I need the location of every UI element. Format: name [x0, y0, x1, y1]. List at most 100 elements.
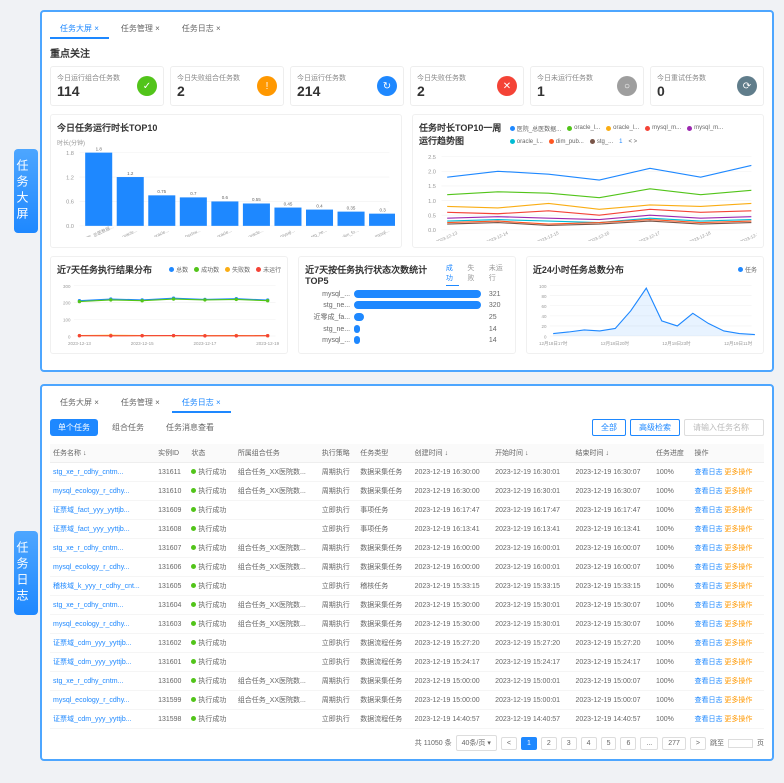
stat-card[interactable]: 今日运行任务数214 ↻ [290, 66, 404, 106]
svg-text:bsxhw...: bsxhw... [184, 228, 201, 237]
next-page[interactable]: > [690, 737, 706, 750]
page-3[interactable]: 3 [561, 737, 577, 750]
view-log-link[interactable]: 查看日志 [694, 583, 722, 590]
svg-text:100: 100 [539, 284, 547, 289]
page-2[interactable]: 2 [541, 737, 557, 750]
tab-任务管理[interactable]: 任务管理 × [111, 20, 170, 39]
col-header[interactable]: 任务名称 ↓ [50, 444, 155, 463]
page-size-select[interactable]: 40条/页 ▾ [456, 735, 497, 751]
svg-text:80: 80 [541, 294, 546, 299]
filter-all-button[interactable]: 全部 [592, 419, 626, 436]
table-row: mysql_ecology_r_cdhy... 131606 执行成功 组合任务… [50, 558, 764, 577]
stat-icon: ! [257, 76, 277, 96]
col-header[interactable]: 所属组合任务 [235, 444, 319, 463]
more-ops-link[interactable]: 更多操作 [724, 526, 752, 533]
more-ops-link[interactable]: 更多操作 [724, 564, 752, 571]
svg-text:2023-12-19: 2023-12-19 [256, 341, 279, 346]
more-ops-link[interactable]: 更多操作 [724, 545, 752, 552]
result-chart-svg: 30020010002023-12-132023-12-152023-12-17… [57, 280, 281, 347]
tab-任务管理[interactable]: 任务管理 × [111, 394, 170, 413]
more-ops-link[interactable]: 更多操作 [724, 469, 752, 476]
view-log-link[interactable]: 查看日志 [694, 621, 722, 628]
page-...[interactable]: ... [640, 737, 658, 750]
page-277[interactable]: 277 [662, 737, 686, 750]
svg-text:2023-12-16: 2023-12-16 [587, 230, 610, 241]
jump-input[interactable] [728, 739, 753, 748]
more-ops-link[interactable]: 更多操作 [724, 697, 752, 704]
view-log-link[interactable]: 查看日志 [694, 507, 722, 514]
col-header[interactable]: 执行策略 [319, 444, 358, 463]
total-legend: 任务 [738, 263, 757, 276]
view-log-link[interactable]: 查看日志 [694, 545, 722, 552]
view-log-link[interactable]: 查看日志 [694, 488, 722, 495]
col-header[interactable]: 开始时间 ↓ [492, 444, 572, 463]
table-row: stg_xe_r_cdhy_cntm... 131604 执行成功 组合任务_X… [50, 596, 764, 615]
svg-text:1.2: 1.2 [66, 175, 74, 181]
view-log-link[interactable]: 查看日志 [694, 697, 722, 704]
hbar-item: stg_ne... 14 [305, 325, 509, 333]
col-header[interactable]: 状态 [188, 444, 234, 463]
view-log-link[interactable]: 查看日志 [694, 469, 722, 476]
total-chart-svg: 10080604020012月18日17时12月18日20时12月18日23时1… [533, 280, 757, 347]
log-tab-任务消息查看[interactable]: 任务消息查看 [158, 419, 222, 436]
more-ops-link[interactable]: 更多操作 [724, 716, 752, 723]
log-tab-组合任务[interactable]: 组合任务 [104, 419, 152, 436]
page-1[interactable]: 1 [521, 737, 537, 750]
more-ops-link[interactable]: 更多操作 [724, 678, 752, 685]
stat-card[interactable]: 今日运行组合任务数114 ✓ [50, 66, 164, 106]
view-log-link[interactable]: 查看日志 [694, 526, 722, 533]
col-header[interactable]: 任务类型 [357, 444, 411, 463]
stat-icon: ✓ [137, 76, 157, 96]
view-log-link[interactable]: 查看日志 [694, 564, 722, 571]
more-ops-link[interactable]: 更多操作 [724, 507, 752, 514]
tab-任务大屏[interactable]: 任务大屏 × [50, 394, 109, 413]
status-subtabs: 成功失败未运行 [446, 263, 509, 286]
more-ops-link[interactable]: 更多操作 [724, 621, 752, 628]
svg-text:2023-12-17: 2023-12-17 [638, 230, 661, 241]
svg-text:2023-12-13: 2023-12-13 [68, 341, 91, 346]
col-header[interactable]: 操作 [691, 444, 764, 463]
svg-text:2023-12-14: 2023-12-14 [486, 230, 509, 241]
stat-card[interactable]: 今日失败组合任务数2 ! [170, 66, 284, 106]
col-header[interactable]: 实例ID [155, 444, 188, 463]
page-6[interactable]: 6 [620, 737, 636, 750]
view-log-link[interactable]: 查看日志 [694, 659, 722, 666]
col-header[interactable]: 任务进度 [653, 444, 692, 463]
svg-text:2.5: 2.5 [428, 155, 436, 161]
tab-任务日志[interactable]: 任务日志 × [172, 394, 231, 413]
table-row: 稽核域_k_yyy_r_cdhy_cnt... 131605 执行成功 立即执行… [50, 577, 764, 596]
more-ops-link[interactable]: 更多操作 [724, 659, 752, 666]
svg-text:12月18日17时: 12月18日17时 [539, 340, 568, 347]
table-row: stg_xe_r_cdhy_cntm... 131607 执行成功 组合任务_X… [50, 539, 764, 558]
subtab-未运行[interactable]: 未运行 [489, 263, 509, 286]
page-5[interactable]: 5 [601, 737, 617, 750]
subtab-失败[interactable]: 失败 [467, 263, 480, 286]
view-log-link[interactable]: 查看日志 [694, 640, 722, 647]
svg-text:oracle...: oracle... [121, 228, 138, 237]
prev-page[interactable]: < [501, 737, 517, 750]
stat-card[interactable]: 今日重试任务数0 ⟳ [650, 66, 764, 106]
view-log-link[interactable]: 查看日志 [694, 602, 722, 609]
pagination: 共 11050 条 40条/页 ▾ < 123456...277 > 跳至 页 [50, 735, 764, 751]
svg-text:300: 300 [63, 284, 71, 289]
view-log-link[interactable]: 查看日志 [694, 716, 722, 723]
view-log-link[interactable]: 查看日志 [694, 678, 722, 685]
filter-advanced-button[interactable]: 高级检索 [630, 419, 680, 436]
col-header[interactable]: 结束时间 ↓ [573, 444, 653, 463]
svg-text:oracle...: oracle... [153, 228, 170, 237]
stat-card[interactable]: 今日未运行任务数1 ○ [530, 66, 644, 106]
more-ops-link[interactable]: 更多操作 [724, 602, 752, 609]
col-header[interactable]: 创建时间 ↓ [412, 444, 492, 463]
log-tab-单个任务[interactable]: 单个任务 [50, 419, 98, 436]
more-ops-link[interactable]: 更多操作 [724, 583, 752, 590]
stat-card[interactable]: 今日失败任务数2 ✕ [410, 66, 524, 106]
tab-任务大屏[interactable]: 任务大屏 × [50, 20, 109, 39]
page-4[interactable]: 4 [581, 737, 597, 750]
search-input[interactable]: 请输入任务名称 [684, 419, 764, 436]
log-panel: 任务日志 任务大屏 ×任务管理 ×任务日志 × 单个任务组合任务任务消息查看 全… [40, 384, 774, 761]
more-ops-link[interactable]: 更多操作 [724, 640, 752, 647]
subtab-成功[interactable]: 成功 [446, 263, 459, 286]
stat-icon: ↻ [377, 76, 397, 96]
tab-任务日志[interactable]: 任务日志 × [172, 20, 231, 39]
more-ops-link[interactable]: 更多操作 [724, 488, 752, 495]
